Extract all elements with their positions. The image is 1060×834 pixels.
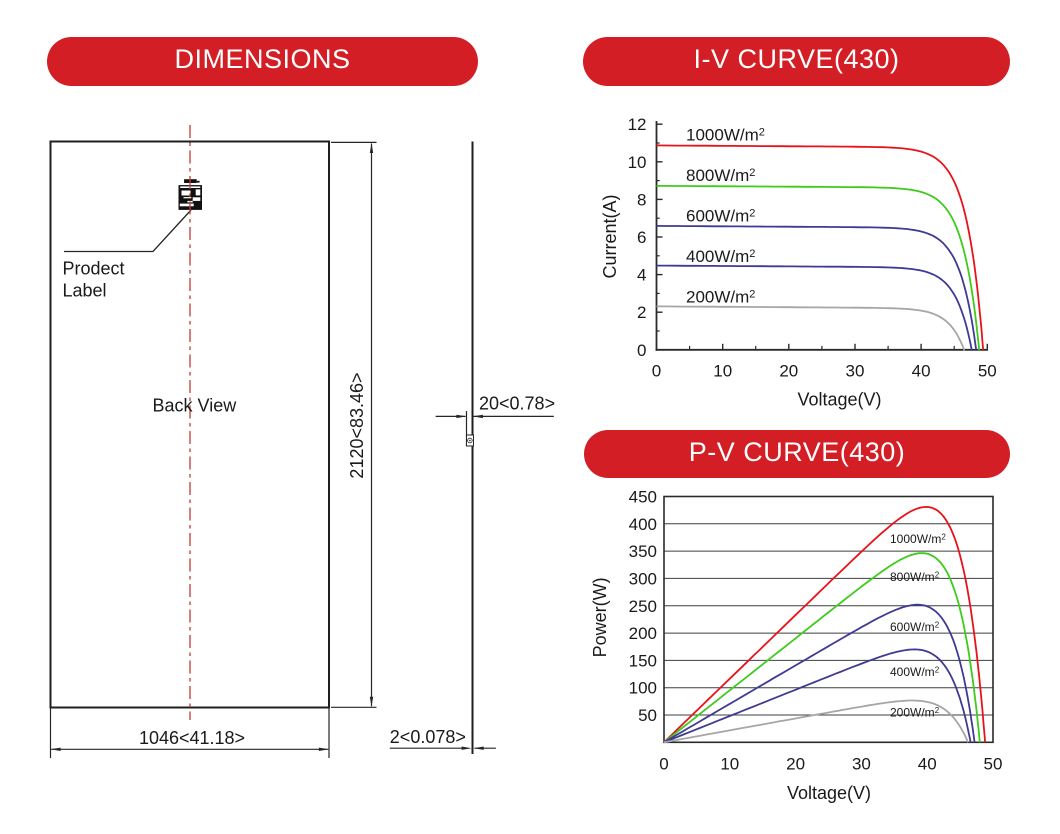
svg-text:20: 20 [779,362,798,381]
svg-text:400W/m2: 400W/m2 [686,247,755,266]
svg-text:2: 2 [637,303,646,322]
svg-text:1000W/m2: 1000W/m2 [890,532,946,546]
svg-text:20<0.78>: 20<0.78> [479,394,555,414]
svg-text:12: 12 [628,115,647,134]
svg-text:0: 0 [659,755,668,774]
svg-text:200: 200 [629,624,657,643]
svg-text:350: 350 [629,542,657,561]
svg-text:50: 50 [984,755,1003,774]
svg-text:400W/m2: 400W/m2 [890,665,940,679]
svg-text:Power(W): Power(W) [590,577,610,657]
svg-text:1000W/m2: 1000W/m2 [686,126,765,145]
svg-text:10: 10 [720,755,739,774]
svg-text:Current(A): Current(A) [600,194,620,278]
svg-text:8: 8 [637,190,646,209]
svg-text:10: 10 [628,153,647,172]
svg-text:50: 50 [638,706,657,725]
svg-text:2<0.078>: 2<0.078> [390,727,466,747]
svg-text:Voltage(V): Voltage(V) [797,390,881,410]
svg-text:300: 300 [629,569,657,588]
svg-text:40: 40 [912,362,931,381]
svg-text:1046<41.18>: 1046<41.18> [139,728,245,748]
svg-text:0: 0 [652,362,661,381]
svg-text:100: 100 [629,679,657,698]
svg-text:2120<83.46>: 2120<83.46> [347,372,367,478]
svg-text:250: 250 [629,597,657,616]
svg-text:Prodect: Prodect [63,259,125,279]
svg-text:600W/m2: 600W/m2 [890,620,940,634]
svg-text:800W/m2: 800W/m2 [890,570,940,584]
svg-text:40: 40 [918,755,937,774]
svg-text:800W/m2: 800W/m2 [686,166,755,185]
svg-text:50: 50 [978,362,997,381]
svg-text:20: 20 [786,755,805,774]
svg-text:600W/m2: 600W/m2 [686,207,755,226]
svg-text:200W/m2: 200W/m2 [890,706,940,720]
svg-text:6: 6 [637,228,646,247]
svg-text:150: 150 [629,651,657,670]
svg-text:4: 4 [637,266,646,285]
svg-text:400: 400 [629,515,657,534]
svg-text:Back View: Back View [153,396,238,416]
svg-text:10: 10 [713,362,732,381]
svg-text:Voltage(V): Voltage(V) [787,783,871,803]
svg-text:Label: Label [63,281,107,301]
svg-text:30: 30 [852,755,871,774]
svg-text:30: 30 [846,362,865,381]
svg-text:200W/m2: 200W/m2 [686,288,755,307]
svg-text:450: 450 [629,488,657,507]
svg-text:0: 0 [637,341,646,360]
